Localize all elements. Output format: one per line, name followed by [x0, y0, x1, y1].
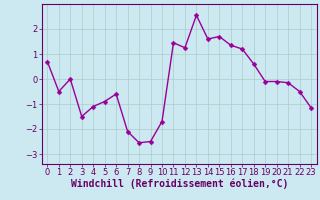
X-axis label: Windchill (Refroidissement éolien,°C): Windchill (Refroidissement éolien,°C) [70, 179, 288, 189]
